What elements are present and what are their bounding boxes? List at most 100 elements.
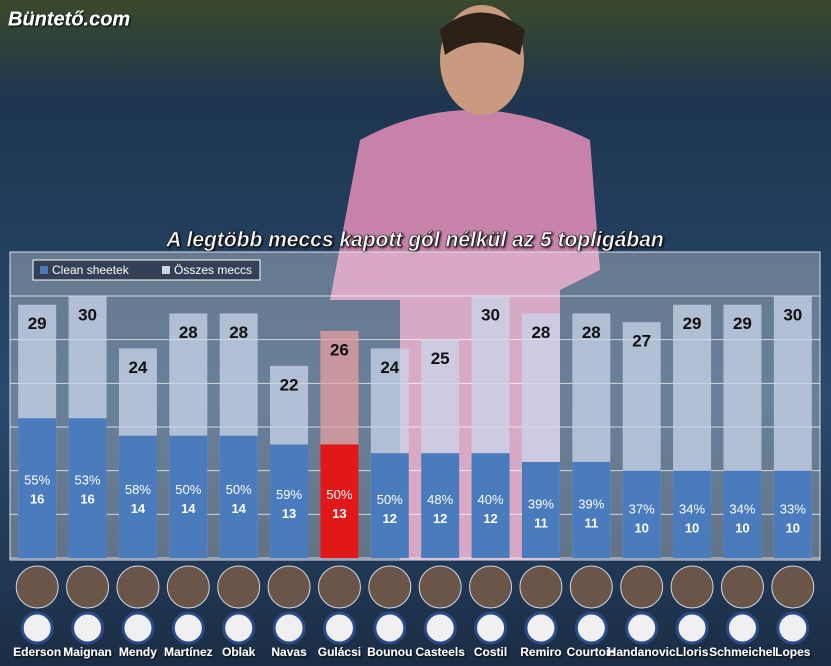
- percent-label: 50%: [175, 482, 201, 497]
- percent-label: 34%: [679, 501, 705, 516]
- total-label: 28: [582, 323, 601, 342]
- total-label: 30: [481, 305, 500, 324]
- percent-label: 59%: [276, 487, 302, 502]
- total-label: 30: [783, 305, 802, 324]
- club-logo: [373, 611, 407, 645]
- clean-sheet-label: 14: [181, 501, 196, 516]
- clean-sheet-bar: [18, 418, 57, 558]
- clean-sheet-bar: [370, 453, 409, 558]
- total-label: 22: [280, 375, 299, 394]
- percent-label: 50%: [226, 482, 252, 497]
- player-avatar: [418, 565, 462, 609]
- clean-sheet-label: 11: [534, 516, 548, 531]
- club-logo: [222, 611, 256, 645]
- clean-sheet-bar: [219, 435, 258, 558]
- legend-label: Clean sheetek: [52, 263, 130, 277]
- clean-sheet-bar: [270, 444, 309, 558]
- player-name: Schmeichel: [709, 645, 776, 659]
- percent-label: 37%: [629, 501, 655, 516]
- clean-sheet-bar: [572, 461, 611, 558]
- total-label: 28: [531, 323, 550, 342]
- player-avatar: [66, 565, 110, 609]
- player-avatar: [267, 565, 311, 609]
- club-logo: [171, 611, 205, 645]
- clean-sheet-label: 12: [483, 511, 497, 526]
- player-name: Lopes: [775, 645, 811, 659]
- total-label: 24: [128, 358, 147, 377]
- clean-sheet-label: 11: [584, 516, 598, 531]
- club-logo: [474, 611, 508, 645]
- total-label: 29: [28, 314, 47, 333]
- percent-label: 39%: [528, 497, 554, 512]
- player-name: Oblak: [222, 645, 256, 659]
- percent-label: 55%: [24, 473, 50, 488]
- clean-sheet-label: 12: [383, 511, 397, 526]
- club-logo: [322, 611, 356, 645]
- player-avatar: [620, 565, 664, 609]
- total-label: 26: [330, 340, 349, 359]
- clean-sheet-label: 16: [30, 492, 44, 507]
- clean-sheet-bar: [521, 461, 560, 558]
- clean-sheet-bar: [169, 435, 208, 558]
- percent-label: 34%: [729, 501, 755, 516]
- club-logo: [725, 611, 759, 645]
- player-name: Casteels: [416, 645, 466, 659]
- club-logo: [574, 611, 608, 645]
- percent-label: 40%: [478, 492, 504, 507]
- player-name: Gulácsi: [318, 645, 361, 659]
- percent-label: 58%: [125, 482, 151, 497]
- clean-sheet-label: 14: [231, 501, 246, 516]
- clean-sheet-bar: [421, 453, 460, 558]
- player-name: Navas: [271, 645, 307, 659]
- percent-label: 39%: [578, 497, 604, 512]
- player-avatar: [217, 565, 261, 609]
- percent-label: 48%: [427, 492, 453, 507]
- clean-sheet-bar: [673, 470, 712, 558]
- clean-sheet-bar: [773, 470, 812, 558]
- legend: Clean sheetek Összes meccs: [32, 259, 261, 281]
- club-logo: [20, 611, 54, 645]
- clean-sheet-label: 10: [786, 520, 800, 535]
- player-avatar: [166, 565, 210, 609]
- club-logo: [524, 611, 558, 645]
- club-logo: [776, 611, 810, 645]
- legend-swatch: [40, 266, 48, 274]
- chart-title: A legtöbb meccs kapott gól nélkül az 5 t…: [165, 229, 663, 252]
- clean-sheet-label: 10: [634, 520, 648, 535]
- player-avatar: [519, 565, 563, 609]
- total-label: 30: [78, 305, 97, 324]
- player-avatar: [15, 565, 59, 609]
- clean-sheet-label: 13: [332, 506, 346, 521]
- clean-sheet-bar: [471, 453, 510, 558]
- player-name: Costil: [474, 645, 507, 659]
- player-name: Courtois: [567, 645, 617, 659]
- player-name: Maignan: [63, 645, 112, 659]
- total-label: 24: [380, 358, 399, 377]
- club-logo: [272, 611, 306, 645]
- percent-label: 50%: [326, 487, 352, 502]
- legend-label: Összes meccs: [174, 263, 252, 277]
- percent-label: 33%: [780, 501, 806, 516]
- player-avatar: [569, 565, 613, 609]
- player-name: Lloris: [676, 645, 709, 659]
- clean-sheet-label: 12: [433, 511, 447, 526]
- legend-swatch: [162, 266, 170, 274]
- club-logo: [625, 611, 659, 645]
- player-name: Bounou: [367, 645, 412, 659]
- total-label: 29: [683, 314, 702, 333]
- player-avatar: [469, 565, 513, 609]
- total-label: 28: [229, 323, 248, 342]
- club-logo: [71, 611, 105, 645]
- percent-label: 50%: [377, 492, 403, 507]
- player-avatar: [720, 565, 764, 609]
- club-logo: [121, 611, 155, 645]
- clean-sheet-bar: [320, 444, 359, 558]
- clean-sheet-label: 14: [131, 501, 146, 516]
- clean-sheet-bar: [118, 435, 157, 558]
- player-name: Martínez: [164, 645, 213, 659]
- clean-sheet-bar: [68, 418, 107, 558]
- player-avatar: [116, 565, 160, 609]
- total-label: 29: [733, 314, 752, 333]
- total-label: 27: [632, 332, 651, 351]
